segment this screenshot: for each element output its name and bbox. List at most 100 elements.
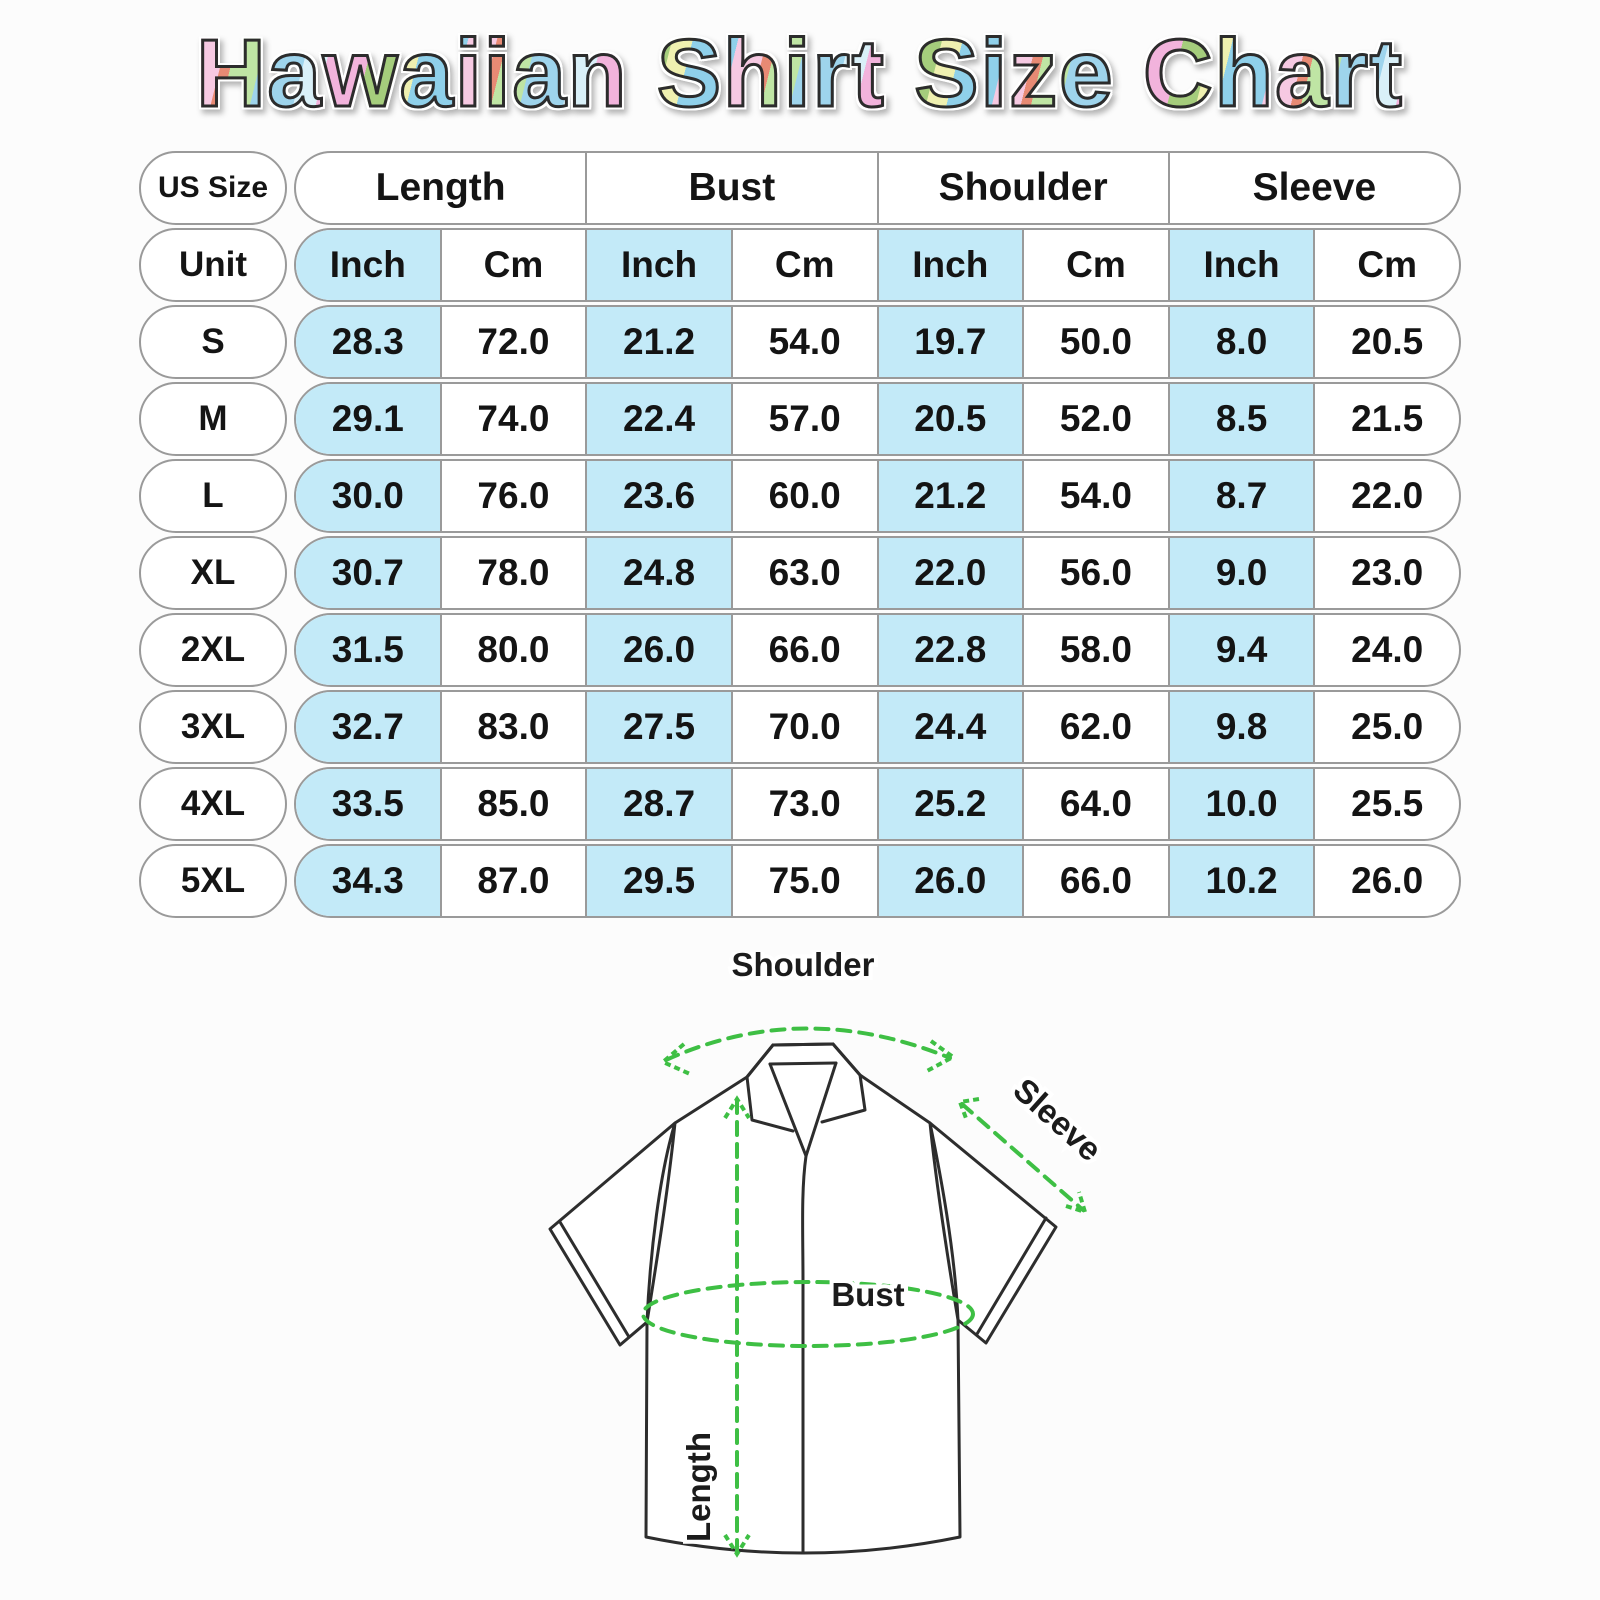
- size-label: 4XL: [139, 766, 287, 841]
- table-row: 3XL 32.7 83.0 27.5 70.0 24.4 62.0 9.8 25…: [139, 689, 1461, 764]
- value-cell: 25.0: [1313, 691, 1459, 762]
- unit-cell: Cm: [1313, 229, 1459, 300]
- size-values-row: 30.7 78.0 24.8 63.0 22.0 56.0 9.0 23.0: [294, 535, 1461, 610]
- table-row: 4XL 33.5 85.0 28.7 73.0 25.2 64.0 10.0 2…: [139, 766, 1461, 841]
- size-label: M: [139, 381, 287, 456]
- value-cell: 22.4: [585, 383, 731, 454]
- value-cell: 26.0: [1313, 845, 1459, 916]
- value-cell: 21.2: [876, 460, 1023, 531]
- value-cell: 85.0: [439, 768, 586, 839]
- value-cell: 24.0: [1313, 614, 1459, 685]
- value-cell: 60.0: [730, 460, 877, 531]
- value-cell: 9.0: [1167, 537, 1314, 608]
- value-cell: 66.0: [1022, 845, 1168, 916]
- value-cell: 25.2: [876, 768, 1023, 839]
- size-label: 5XL: [139, 843, 287, 918]
- value-cell: 21.5: [1313, 383, 1459, 454]
- value-cell: 66.0: [730, 614, 877, 685]
- value-cell: 19.7: [876, 306, 1023, 377]
- size-values-row: 28.3 72.0 21.2 54.0 19.7 50.0 8.0 20.5: [294, 304, 1461, 379]
- value-cell: 73.0: [730, 768, 877, 839]
- value-cell: 10.0: [1167, 768, 1314, 839]
- value-cell: 24.4: [876, 691, 1023, 762]
- value-cell: 33.5: [296, 768, 440, 839]
- value-cell: 22.0: [876, 537, 1023, 608]
- value-cell: 80.0: [439, 614, 586, 685]
- value-cell: 8.0: [1167, 306, 1314, 377]
- table-row: US Size Length Bust Shoulder Sleeve: [139, 150, 1461, 225]
- value-cell: 10.2: [1167, 845, 1314, 916]
- table-row: M 29.1 74.0 22.4 57.0 20.5 52.0 8.5 21.5: [139, 381, 1461, 456]
- size-label: XL: [139, 535, 287, 610]
- size-table: US Size Length Bust Shoulder Sleeve Unit…: [139, 150, 1461, 918]
- value-cell: 83.0: [439, 691, 586, 762]
- measurement-marks: [641, 1026, 1089, 1558]
- value-cell: 23.0: [1313, 537, 1459, 608]
- table-row: 2XL 31.5 80.0 26.0 66.0 22.8 58.0 9.4 24…: [139, 612, 1461, 687]
- shirt-collar: [745, 1042, 867, 1555]
- value-cell: 9.8: [1167, 691, 1314, 762]
- value-cell: 52.0: [1022, 383, 1168, 454]
- value-cell: 87.0: [439, 845, 586, 916]
- unit-cell: Cm: [1022, 229, 1168, 300]
- bust-label: Bust: [831, 1276, 904, 1313]
- group-header-length: Length: [375, 165, 506, 209]
- value-cell: 24.8: [585, 537, 731, 608]
- value-cell: 72.0: [439, 306, 586, 377]
- table-row: Unit Inch Cm Inch Cm Inch Cm Inch Cm: [139, 227, 1461, 302]
- table-row: L 30.0 76.0 23.6 60.0 21.2 54.0 8.7 22.0: [139, 458, 1461, 533]
- size-values-row: 34.3 87.0 29.5 75.0 26.0 66.0 10.2 26.0: [294, 843, 1461, 918]
- value-cell: 20.5: [1313, 306, 1459, 377]
- value-cell: 64.0: [1022, 768, 1168, 839]
- size-label: 3XL: [139, 689, 287, 764]
- value-cell: 20.5: [876, 383, 1023, 454]
- length-label: Length: [680, 1432, 717, 1542]
- value-cell: 75.0: [730, 845, 877, 916]
- bust-ellipse: [641, 1279, 975, 1348]
- unit-cell: Inch: [876, 229, 1023, 300]
- unit-header: Unit: [139, 227, 287, 302]
- group-header-sleeve: Sleeve: [1167, 152, 1459, 223]
- table-row: XL 30.7 78.0 24.8 63.0 22.0 56.0 9.0 23.…: [139, 535, 1461, 610]
- value-cell: 26.0: [585, 614, 731, 685]
- value-cell: 54.0: [1022, 460, 1168, 531]
- group-header-shoulder: Shoulder: [876, 152, 1168, 223]
- value-cell: 31.5: [296, 614, 440, 685]
- value-cell: 28.7: [585, 768, 731, 839]
- unit-cell: Cm: [439, 229, 586, 300]
- value-cell: 29.5: [585, 845, 731, 916]
- unit-cell: Cm: [730, 229, 877, 300]
- table-row: S 28.3 72.0 21.2 54.0 19.7 50.0 8.0 20.5: [139, 304, 1461, 379]
- size-values-row: 32.7 83.0 27.5 70.0 24.4 62.0 9.8 25.0: [294, 689, 1461, 764]
- table-row: 5XL 34.3 87.0 29.5 75.0 26.0 66.0 10.2 2…: [139, 843, 1461, 918]
- value-cell: 34.3: [296, 845, 440, 916]
- value-cell: 70.0: [730, 691, 877, 762]
- value-cell: 78.0: [439, 537, 586, 608]
- value-cell: 63.0: [730, 537, 877, 608]
- size-label: L: [139, 458, 287, 533]
- value-cell: 25.5: [1313, 768, 1459, 839]
- value-cell: 30.7: [296, 537, 440, 608]
- shirt-diagram-svg: Shoulder Sleeve Bust Length: [548, 952, 1106, 1558]
- value-cell: 50.0: [1022, 306, 1168, 377]
- size-label: 2XL: [139, 612, 287, 687]
- value-cell: 21.2: [585, 306, 731, 377]
- value-cell: 57.0: [730, 383, 877, 454]
- value-cell: 58.0: [1022, 614, 1168, 685]
- shirt-measurement-diagram: Shoulder Sleeve Bust Length: [494, 952, 1106, 1600]
- value-cell: 28.3: [296, 306, 440, 377]
- shoulder-label: Shoulder: [731, 952, 874, 983]
- unit-cell: Inch: [1167, 229, 1314, 300]
- size-values-row: 31.5 80.0 26.0 66.0 22.8 58.0 9.4 24.0: [294, 612, 1461, 687]
- shirt-sleeves: [548, 1121, 1058, 1347]
- size-values-row: 29.1 74.0 22.4 57.0 20.5 52.0 8.5 21.5: [294, 381, 1461, 456]
- value-cell: 32.7: [296, 691, 440, 762]
- page-title: Hawaiian Shirt Size Chart: [0, 22, 1600, 126]
- us-size-header: US Size: [139, 150, 287, 225]
- value-cell: 23.6: [585, 460, 731, 531]
- unit-cell: Inch: [296, 229, 440, 300]
- size-label: S: [139, 304, 287, 379]
- value-cell: 30.0: [296, 460, 440, 531]
- unit-header-row: Inch Cm Inch Cm Inch Cm Inch Cm: [294, 227, 1461, 302]
